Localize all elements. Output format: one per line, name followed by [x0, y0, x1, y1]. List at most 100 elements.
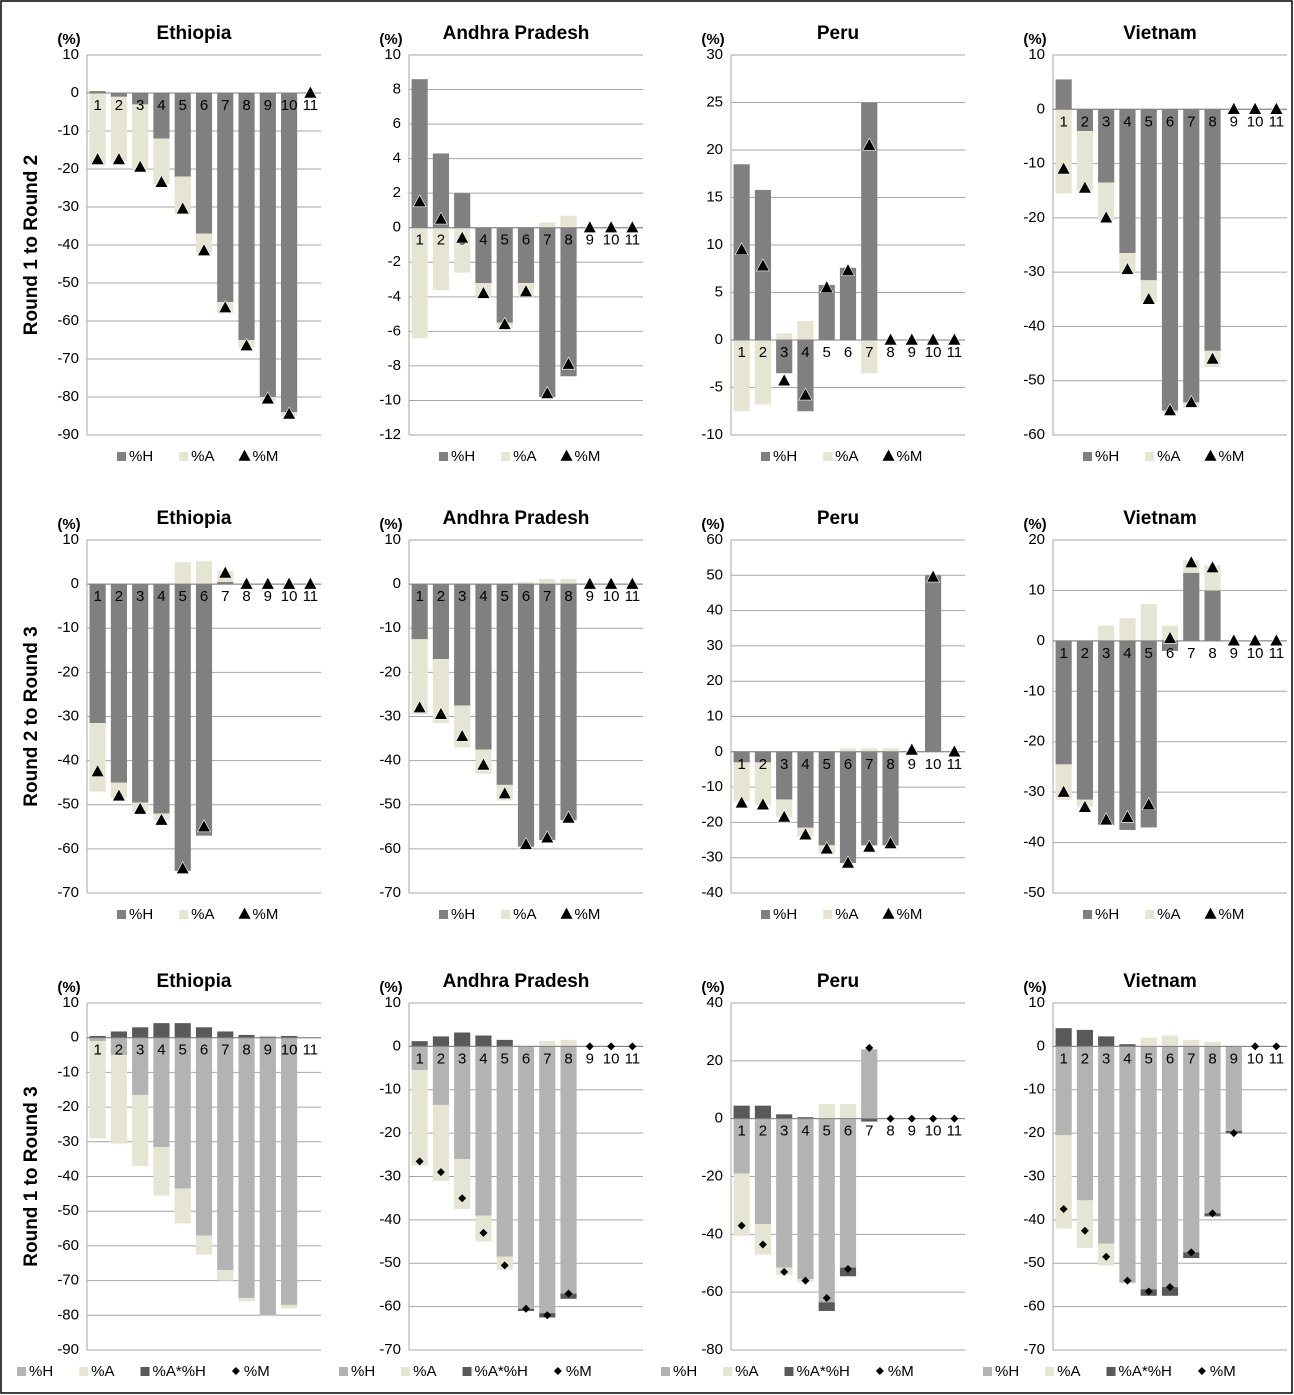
- marker: [758, 1240, 767, 1249]
- bar-segment: [861, 748, 878, 752]
- unit-label: (%): [701, 31, 724, 48]
- bar-segment: [1076, 1200, 1093, 1249]
- bar-segment: [195, 561, 213, 585]
- bar-segment: [733, 762, 750, 802]
- y-tick-label: 10: [706, 707, 723, 724]
- bar-segment: [539, 227, 556, 397]
- bar-segment: [818, 1302, 835, 1311]
- y-tick-label: 0: [71, 84, 79, 101]
- category-label: 2: [437, 588, 445, 605]
- category-label: 7: [1187, 645, 1195, 662]
- bar-segment: [1225, 1046, 1242, 1131]
- bar-segment: [517, 581, 535, 585]
- bar-segment: [432, 227, 449, 290]
- category-label: 10: [925, 1123, 942, 1140]
- y-tick-label: -30: [1023, 1167, 1045, 1184]
- bar-segment: [754, 340, 771, 405]
- bar-segment: [153, 584, 170, 814]
- chart-title: Ethiopia: [157, 508, 232, 529]
- marker: [1144, 1287, 1153, 1296]
- marker: [260, 391, 275, 405]
- y-tick-label: 0: [71, 575, 79, 592]
- category-label: 3: [136, 588, 144, 605]
- bar-segment: [1183, 572, 1200, 641]
- category-label: 9: [264, 1042, 272, 1059]
- bar-segment: [153, 93, 170, 139]
- marker: [458, 1194, 467, 1203]
- bar-segment: [1098, 625, 1115, 641]
- y-tick-label: -40: [1023, 1211, 1045, 1228]
- y-tick-label: 20: [706, 141, 723, 158]
- category-label: 10: [281, 588, 298, 605]
- legend-label: %A: [835, 906, 858, 923]
- bar-segment: [153, 1023, 170, 1038]
- bar-segment: [496, 584, 513, 785]
- marker: [196, 243, 212, 256]
- legend-swatch: [823, 452, 833, 461]
- bar-segment: [89, 584, 106, 724]
- marker: [883, 332, 898, 346]
- category-label: 7: [543, 588, 551, 605]
- category-label: 7: [221, 588, 229, 605]
- category-label: 2: [759, 756, 767, 773]
- bar-segment: [174, 1023, 191, 1038]
- legend-swatch: [501, 910, 511, 919]
- marker: [734, 795, 749, 809]
- category-label: 6: [844, 344, 852, 361]
- chart-title: Ethiopia: [157, 23, 232, 44]
- y-tick-label: -10: [701, 778, 723, 795]
- marker: [175, 201, 190, 215]
- y-tick-label: -50: [1023, 884, 1045, 901]
- y-tick-label: -90: [57, 1341, 79, 1358]
- category-label: 7: [1187, 113, 1195, 130]
- marker: [239, 338, 254, 351]
- marker: [1056, 784, 1071, 798]
- bar-segment: [818, 751, 835, 846]
- category-label: 8: [564, 1050, 572, 1067]
- bar-segment: [1055, 640, 1072, 765]
- marker: [926, 332, 941, 346]
- legend-marker: [231, 1367, 240, 1375]
- y-tick-label: -2: [388, 253, 401, 270]
- legend-label: %A: [1157, 448, 1180, 465]
- bar-segment: [132, 1027, 149, 1038]
- legend-marker: [875, 1367, 884, 1375]
- row-label: Round 1 to Round 2: [21, 155, 42, 335]
- bar-segment: [1140, 1046, 1157, 1290]
- bar-segment: [839, 267, 857, 340]
- bar-segment: [174, 176, 191, 215]
- bar-segment: [174, 562, 191, 585]
- marker: [1099, 210, 1114, 224]
- y-tick-label: -10: [1023, 155, 1045, 172]
- bar-segment: [1076, 1029, 1093, 1047]
- bar-segment: [517, 584, 535, 847]
- category-label: 7: [865, 344, 873, 361]
- category-label: 1: [1059, 1050, 1067, 1067]
- y-tick-label: -30: [379, 707, 401, 724]
- legend-label: %A: [513, 448, 536, 465]
- marker: [1272, 1042, 1281, 1051]
- bar-segment: [195, 93, 213, 234]
- bar-segment: [861, 340, 878, 374]
- bar-segment: [560, 227, 577, 377]
- marker: [607, 1042, 616, 1051]
- category-label: 9: [908, 344, 916, 361]
- legend-label: %A*%H: [797, 1363, 850, 1380]
- bar-segment: [259, 1315, 276, 1317]
- marker: [90, 151, 105, 165]
- category-label: 2: [115, 1042, 123, 1059]
- bar-segment: [797, 321, 814, 340]
- category-label: 1: [93, 588, 101, 605]
- bar-segment: [1098, 182, 1115, 221]
- y-tick-label: 25: [706, 93, 723, 110]
- category-label: 4: [1123, 1050, 1131, 1067]
- y-tick-label: 10: [384, 531, 401, 548]
- marker: [1184, 555, 1199, 568]
- marker: [561, 356, 576, 370]
- y-tick-label: -50: [1023, 372, 1045, 389]
- category-label: 3: [136, 1042, 144, 1059]
- category-label: 10: [925, 756, 942, 773]
- marker: [844, 1265, 852, 1274]
- category-label: 8: [1208, 113, 1216, 130]
- category-label: 2: [759, 344, 767, 361]
